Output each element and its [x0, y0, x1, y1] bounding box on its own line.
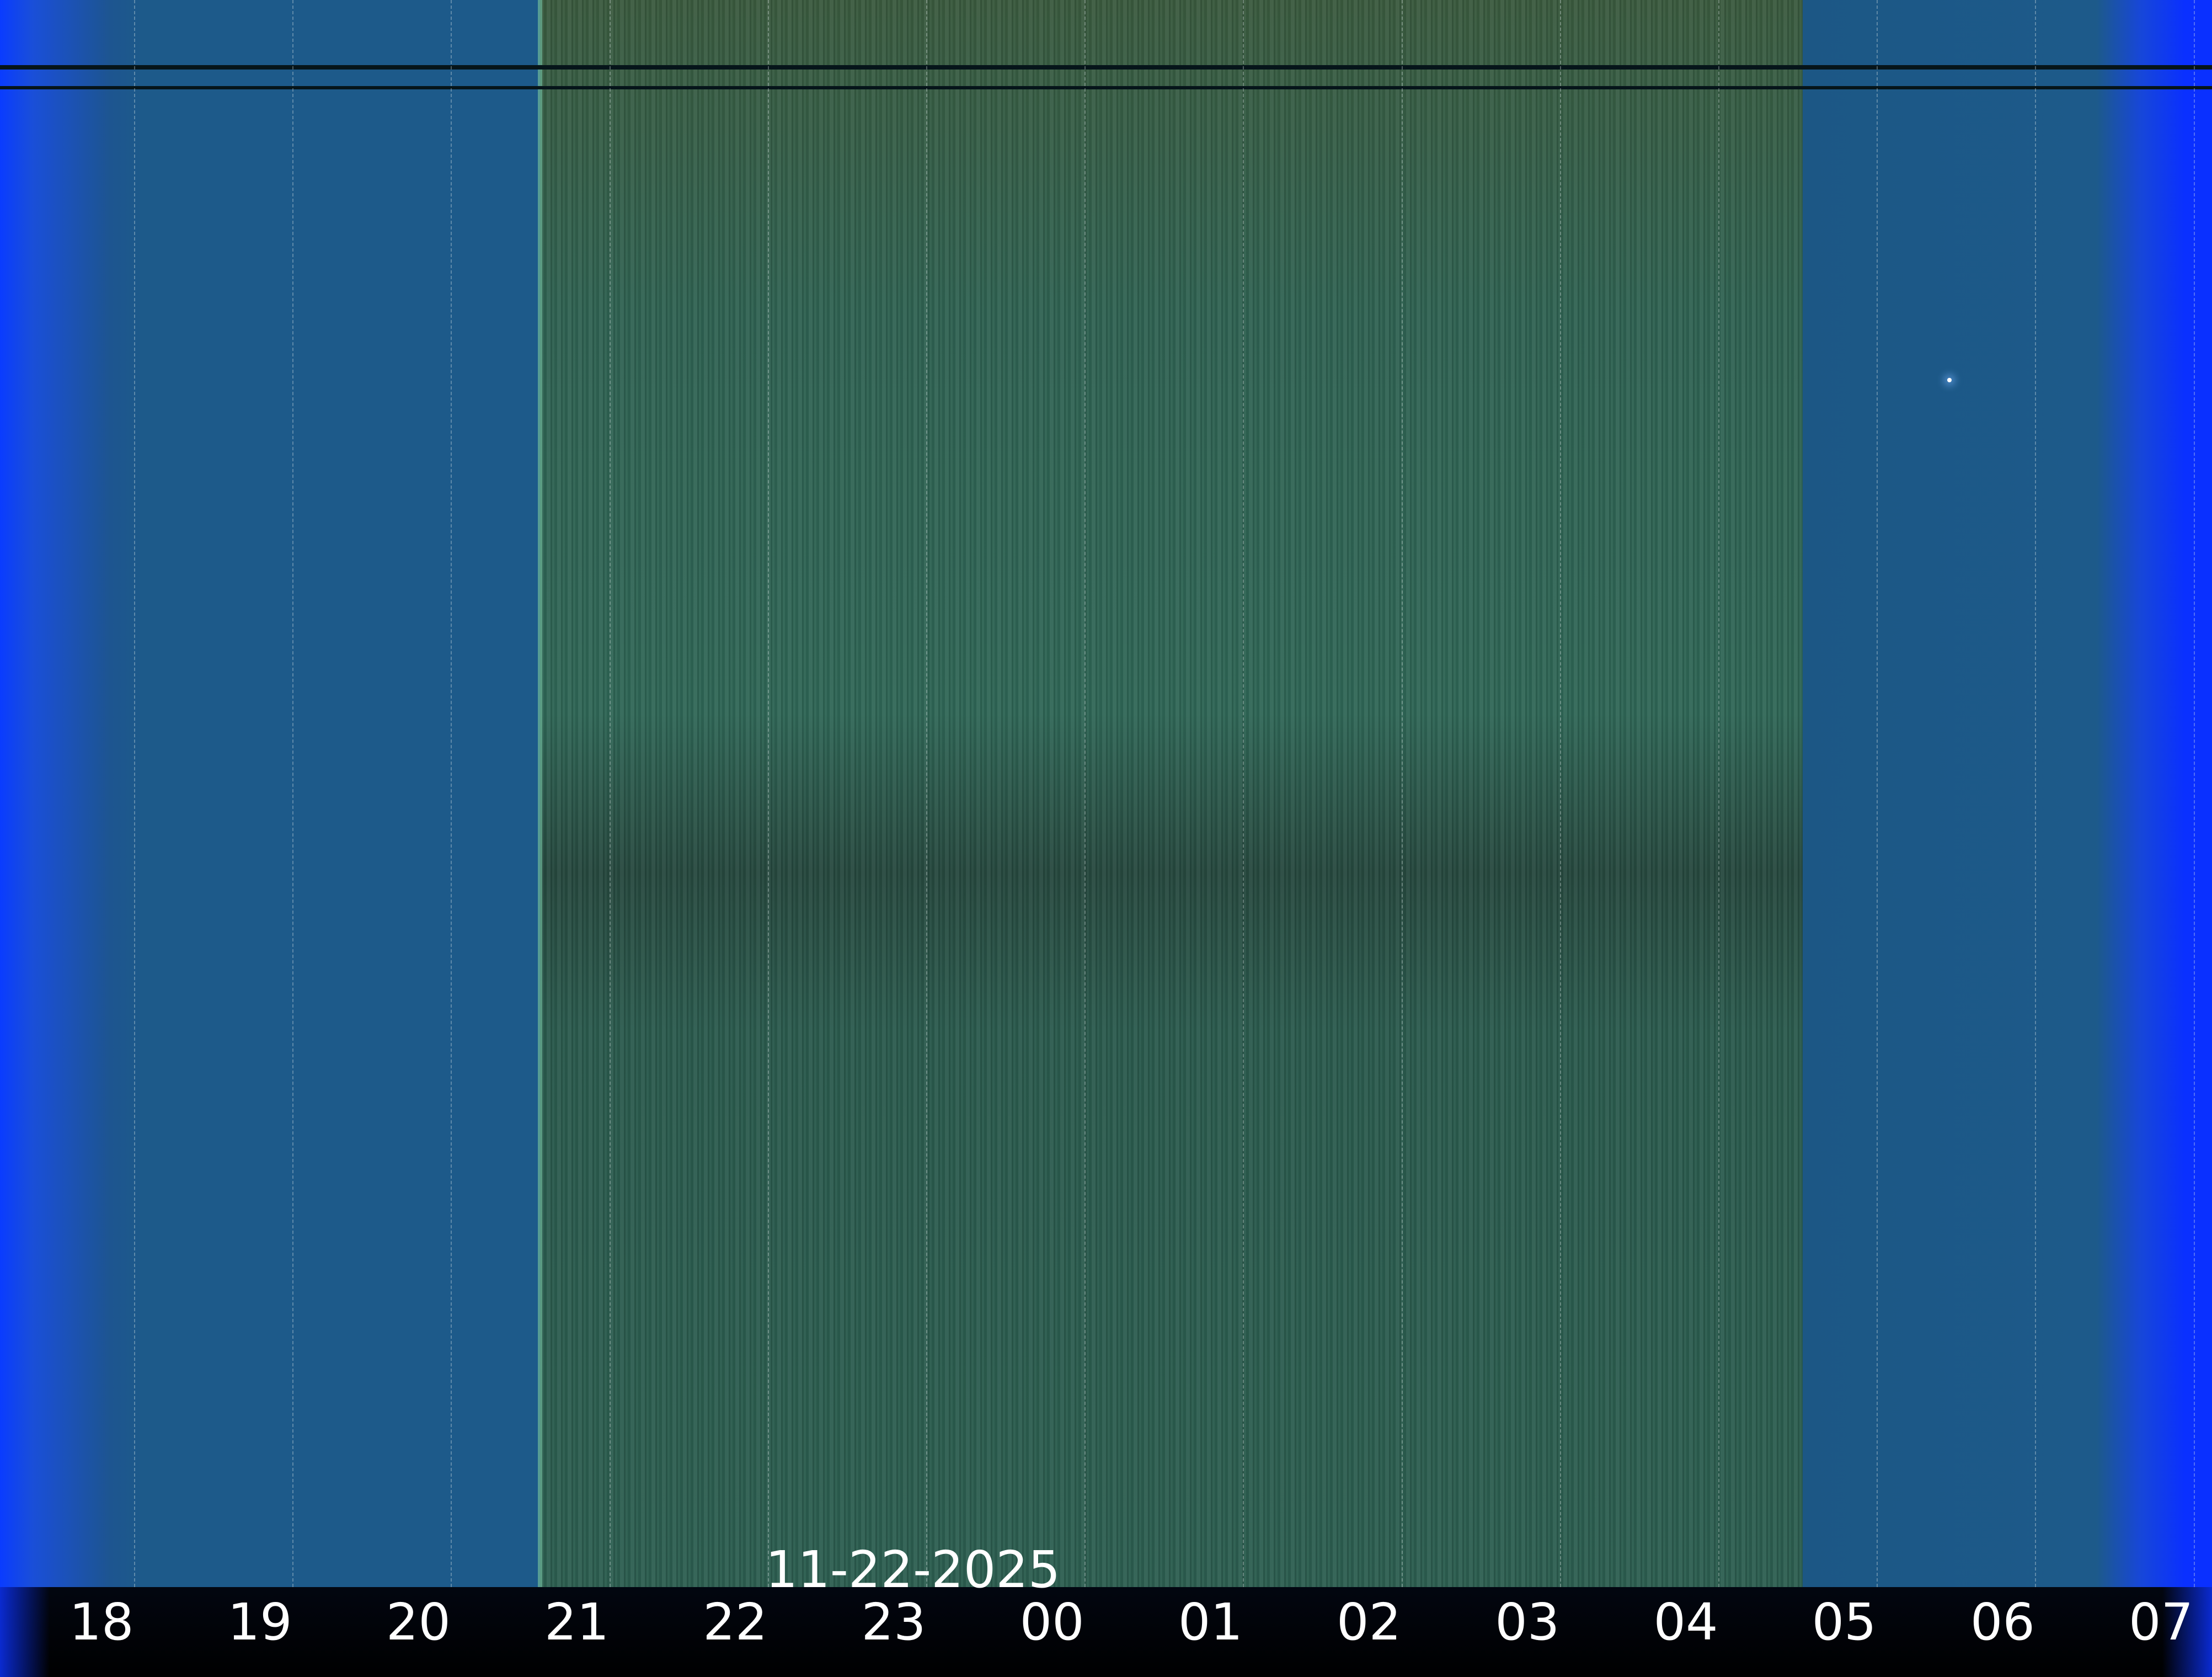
hour-label-04: 04	[1653, 1593, 1718, 1652]
hour-gridline	[292, 0, 294, 1587]
hour-label-23: 23	[861, 1593, 926, 1652]
hour-gridline	[926, 0, 927, 1587]
hour-label-02: 02	[1337, 1593, 1402, 1652]
hour-gridline	[2193, 0, 2195, 1587]
hour-label-22: 22	[703, 1593, 768, 1652]
hour-gridline	[1559, 0, 1561, 1587]
hour-gridline	[2035, 0, 2037, 1587]
dark-band-line	[0, 86, 2212, 89]
hour-gridline	[134, 0, 135, 1587]
hour-label-03: 03	[1495, 1593, 1560, 1652]
hour-label-19: 19	[227, 1593, 292, 1652]
bright-star	[1947, 378, 1952, 382]
hour-gridline	[1243, 0, 1244, 1587]
time-axis-bar	[0, 1587, 2212, 1677]
hour-gridline	[1718, 0, 1719, 1587]
hour-label-05: 05	[1812, 1593, 1877, 1652]
hour-label-20: 20	[386, 1593, 451, 1652]
dusk-boundary	[538, 0, 542, 1587]
hour-gridline	[1084, 0, 1086, 1587]
hour-label-07: 07	[2129, 1593, 2194, 1652]
hour-label-01: 01	[1178, 1593, 1243, 1652]
hour-label-00: 00	[1019, 1593, 1084, 1652]
date-label: 11-22-2025	[765, 1540, 1061, 1599]
hour-gridline	[1401, 0, 1403, 1587]
night-region	[540, 0, 1803, 1587]
dark-band-line	[0, 65, 2212, 70]
hour-gridline	[451, 0, 452, 1587]
hour-label-06: 06	[1970, 1593, 2035, 1652]
hour-gridline	[1877, 0, 1878, 1587]
hour-gridline	[767, 0, 769, 1587]
hour-label-21: 21	[544, 1593, 610, 1652]
hour-gridline	[609, 0, 611, 1587]
hour-label-18: 18	[69, 1593, 134, 1652]
